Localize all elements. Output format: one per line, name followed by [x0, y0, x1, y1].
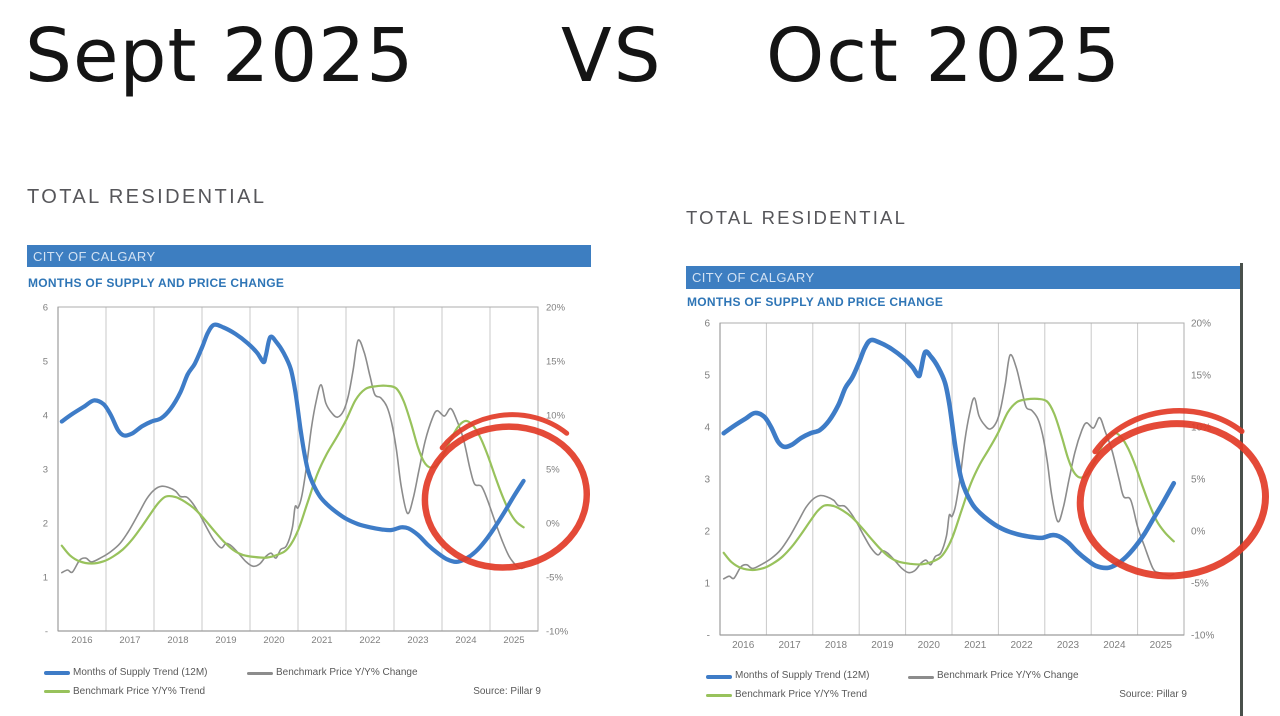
- supply-trend-line: [721, 337, 1177, 571]
- right-axis-tick: -10%: [1191, 631, 1214, 642]
- x-axis-tick: 2022: [1010, 640, 1033, 651]
- x-axis-tick: 2022: [359, 635, 380, 646]
- oct-chart-subtitle: MONTHS OF SUPPLY AND PRICE CHANGE: [687, 295, 944, 309]
- left-axis-tick: 3: [704, 475, 710, 486]
- x-axis-tick: 2017: [119, 635, 140, 646]
- oct-legend-change-swatch: [908, 676, 934, 679]
- page-title-separator: VS: [561, 13, 663, 99]
- annotation-ellipse: [1076, 420, 1269, 580]
- left-axis-tick: 6: [704, 319, 710, 330]
- x-axis-tick: 2024: [455, 635, 476, 646]
- x-axis-tick: 2017: [778, 640, 801, 651]
- oct-region-band-label: CITY OF CALGARY: [692, 270, 815, 285]
- x-axis-tick: 2021: [964, 640, 987, 651]
- sept-chart-canvas: 6 5 4 3 2 1 - 20% 15% 10% 5% 0% -5% -10% 2016 2017 2018 2…: [43, 303, 598, 646]
- sept-source-label: Source: Pillar 9: [473, 686, 541, 697]
- oct-legend-trend-swatch: [706, 694, 732, 697]
- annotation-circle: [421, 412, 598, 575]
- left-axis-tick: 4: [43, 411, 48, 422]
- x-axis-tick: 2023: [1057, 640, 1080, 651]
- right-axis-tick: 0%: [1191, 527, 1206, 538]
- left-axis-tick: 5: [704, 371, 710, 382]
- x-axis-tick: 2023: [407, 635, 428, 646]
- right-axis-tick: 5%: [546, 465, 560, 476]
- x-axis-tick: 2019: [215, 635, 236, 646]
- left-axis-tick: 6: [43, 303, 48, 314]
- sept-legend-trend-label: Benchmark Price Y/Y% Trend: [73, 686, 206, 697]
- right-axis-tick: 5%: [1191, 475, 1206, 486]
- right-axis-tick: 10%: [546, 411, 566, 422]
- sept-region-band-label: CITY OF CALGARY: [33, 248, 156, 264]
- left-axis-tick: 1: [43, 573, 48, 584]
- right-axis-tick: 0%: [546, 519, 560, 530]
- x-axis-tick: 2021: [311, 635, 332, 646]
- right-axis-tick: 20%: [1191, 319, 1211, 330]
- left-axis-tick: 4: [704, 423, 710, 434]
- sept-legend-change-swatch: [247, 672, 273, 675]
- sept-legend-change-label: Benchmark Price Y/Y% Change: [276, 667, 418, 678]
- x-axis-tick: 2025: [503, 635, 524, 646]
- left-axis-tick: -: [45, 627, 48, 638]
- annotation-overshoot-stroke: [1077, 407, 1276, 581]
- oct-region-band: CITY OF CALGARY: [686, 266, 1242, 289]
- left-axis-tick: -: [707, 631, 710, 642]
- oct-legend-supply-swatch: [706, 675, 732, 679]
- left-axis-tick: 1: [704, 579, 710, 590]
- x-axis-tick: 2016: [732, 640, 755, 651]
- page-title-right: Oct 2025: [766, 13, 1122, 99]
- sept-chart-subtitle: MONTHS OF SUPPLY AND PRICE CHANGE: [28, 276, 285, 290]
- sept-legend-supply-swatch: [44, 671, 70, 675]
- x-axis-tick: 2025: [1150, 640, 1173, 651]
- x-axis-tick: 2016: [71, 635, 92, 646]
- x-axis-tick: 2018: [167, 635, 188, 646]
- price-trend-line: [722, 397, 1175, 572]
- right-axis-tick: -5%: [1191, 579, 1209, 590]
- x-axis-tick: 2018: [825, 640, 848, 651]
- supply-trend-line: [59, 322, 526, 564]
- oct-legend-trend-label: Benchmark Price Y/Y% Trend: [735, 689, 868, 700]
- right-axis-tick: 20%: [546, 303, 566, 314]
- sept-region-band: CITY OF CALGARY: [27, 245, 591, 267]
- right-axis-tick: 15%: [546, 357, 566, 368]
- x-axis-tick: 2020: [918, 640, 941, 651]
- right-axis-tick: 15%: [1191, 371, 1211, 382]
- x-axis-tick: 2019: [871, 640, 894, 651]
- left-axis-tick: 2: [704, 527, 710, 538]
- sept-legend-supply-label: Months of Supply Trend (12M): [73, 667, 208, 678]
- sept-section-title: TOTAL RESIDENTIAL: [27, 186, 267, 208]
- annotation-ellipse: [421, 423, 591, 571]
- oct-legend-supply-label: Months of Supply Trend (12M): [735, 670, 870, 681]
- oct-section-title: TOTAL RESIDENTIAL: [686, 207, 908, 228]
- oct-legend-change-label: Benchmark Price Y/Y% Change: [937, 670, 1079, 681]
- window-edge-divider: [1240, 263, 1243, 716]
- x-axis-tick: 2020: [263, 635, 284, 646]
- price-trend-line: [60, 384, 525, 565]
- left-axis-tick: 3: [43, 465, 48, 476]
- sept-legend-trend-swatch: [44, 690, 70, 693]
- left-axis-tick: 5: [43, 357, 48, 368]
- right-axis-tick: -5%: [546, 573, 563, 584]
- oct-source-label: Source: Pillar 9: [1119, 689, 1187, 700]
- left-axis-tick: 2: [43, 519, 48, 530]
- right-axis-tick: -10%: [546, 627, 569, 638]
- annotation-circle: [1076, 407, 1276, 581]
- page-title-left: Sept 2025: [25, 13, 415, 99]
- x-axis-tick: 2024: [1103, 640, 1126, 651]
- annotation-overshoot-stroke: [422, 412, 598, 575]
